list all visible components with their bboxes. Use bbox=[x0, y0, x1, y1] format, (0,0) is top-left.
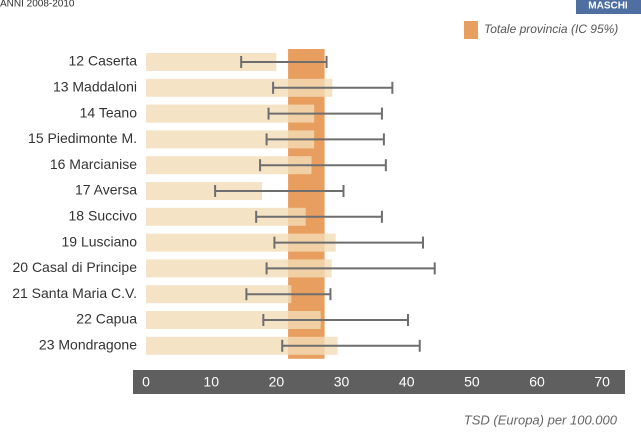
category-label: 19 Lusciano bbox=[61, 233, 137, 249]
error-bar bbox=[267, 107, 383, 120]
error-bar bbox=[272, 81, 394, 94]
bar bbox=[146, 130, 315, 149]
error-bar bbox=[245, 288, 332, 301]
bar bbox=[146, 182, 263, 200]
x-tick-label: 40 bbox=[399, 374, 415, 390]
category-label: 23 Mondragone bbox=[39, 337, 137, 353]
bar bbox=[146, 78, 333, 97]
legend-swatch bbox=[464, 21, 478, 39]
bar bbox=[146, 53, 277, 71]
band bbox=[288, 49, 325, 359]
category-label: 13 Maddaloni bbox=[53, 79, 137, 95]
legend-label: Totale provincia (IC 95%) bbox=[484, 22, 618, 36]
x-axis-label: TSD (Europa) per 100.000 bbox=[464, 412, 618, 427]
x-tick-label: 70 bbox=[594, 374, 610, 390]
category-label: 16 Marcianise bbox=[50, 156, 137, 172]
x-tick-label: 60 bbox=[529, 374, 545, 390]
error-bar bbox=[240, 56, 328, 68]
bar bbox=[146, 336, 338, 355]
error-bar bbox=[214, 185, 345, 197]
badge-box bbox=[576, 0, 641, 14]
subtitle: ANNI 2008-2010 bbox=[0, 0, 75, 10]
x-tick-label: 30 bbox=[334, 374, 350, 390]
bar bbox=[146, 207, 306, 226]
error-bar bbox=[265, 262, 436, 275]
category-label: 14 Teano bbox=[80, 104, 138, 120]
bar bbox=[146, 156, 312, 175]
category-label: 18 Succivo bbox=[69, 208, 138, 224]
error-bar bbox=[259, 159, 387, 172]
x-tick-label: 20 bbox=[269, 374, 285, 390]
x-tick-label: 0 bbox=[142, 374, 150, 390]
bar bbox=[146, 259, 332, 278]
category-label: 20 Casal di Principe bbox=[12, 259, 137, 275]
category-label: 17 Aversa bbox=[75, 182, 137, 198]
error-bar bbox=[265, 133, 385, 146]
badge: MASCHI bbox=[588, 1, 628, 12]
error-bar bbox=[281, 339, 421, 352]
error-bar bbox=[255, 210, 383, 223]
x-axis-bar bbox=[133, 370, 625, 394]
bar bbox=[146, 311, 321, 329]
bar bbox=[146, 233, 336, 252]
x-tick-label: 10 bbox=[203, 374, 219, 390]
category-label: 12 Caserta bbox=[69, 53, 138, 69]
error-bar bbox=[262, 314, 409, 326]
category-label: 15 Piedimonte M. bbox=[28, 130, 137, 146]
x-tick-label: 50 bbox=[464, 374, 480, 390]
bar bbox=[146, 104, 315, 123]
error-bar bbox=[273, 236, 424, 249]
bar bbox=[146, 285, 292, 304]
category-label: 21 Santa Maria C.V. bbox=[12, 285, 137, 301]
category-label: 22 Capua bbox=[76, 311, 137, 327]
